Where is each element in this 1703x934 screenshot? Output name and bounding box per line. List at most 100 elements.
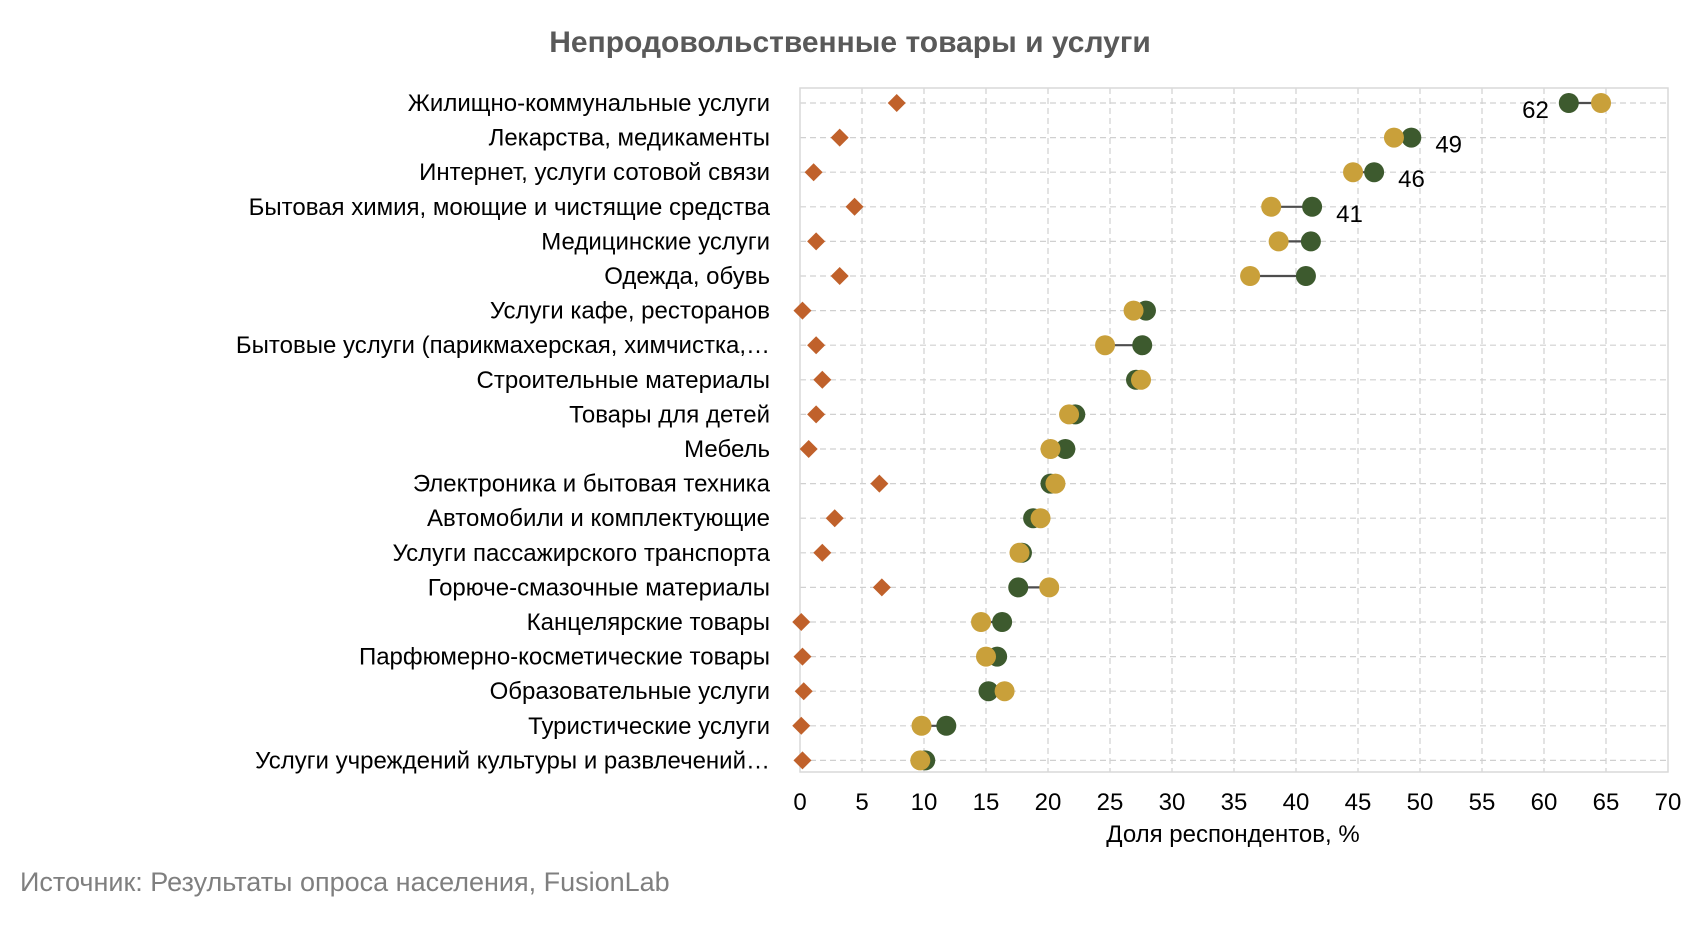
x-tick-label: 15 [973,789,1000,816]
x-tick-label: 55 [1469,789,1496,816]
point-diamond [870,474,889,493]
category-label: Одежда, обувь [604,263,770,290]
category-label: Медицинские услуги [541,228,770,255]
point-gold [910,750,931,771]
category-label: Электроника и бытовая техника [413,471,771,498]
point-dark-green [1055,439,1076,459]
point-dark-green [936,715,957,736]
category-label: Услуги пассажирского транспорта [392,540,770,567]
point-diamond [792,613,811,631]
data-label: 41 [1336,201,1363,228]
point-dark-green [1401,127,1422,148]
point-dark-green [1302,196,1323,217]
point-gold [994,681,1015,702]
point-diamond [807,405,826,424]
x-tick-label: 60 [1531,789,1558,816]
category-label: Образовательные услуги [490,678,770,705]
category-label: Строительные материалы [477,367,770,394]
point-diamond [807,232,826,251]
point-gold [1261,196,1282,217]
x-tick-labels: 0 5 10 15 20 25 30 35 40 45 50 55 60 65 70 [793,789,1681,816]
point-gold [1383,127,1404,148]
x-tick-label: 30 [1159,789,1186,816]
point-dark-green [1008,577,1029,598]
point-dark-green [992,612,1013,632]
category-label: Услуги учреждений культуры и развлечений… [255,747,770,774]
point-diamond [792,716,811,735]
point-diamond [887,94,906,112]
data-label: 46 [1398,166,1425,193]
point-diamond [825,509,844,528]
point-dark-green [1364,162,1385,183]
point-diamond [799,440,818,458]
grid [800,88,1668,772]
category-label: Автомобили и комплектующие [427,505,770,532]
x-tick-label: 10 [911,789,938,816]
point-gold [1059,404,1080,425]
x-tick-label: 35 [1221,789,1248,816]
point-gold [1240,266,1261,286]
category-labels: Жилищно-коммунальные услуги Лекарства, ме… [236,90,771,774]
point-gold [976,646,996,667]
point-dark-green [978,681,999,702]
point-gold [1039,577,1060,598]
point-dark-green [1300,231,1321,252]
x-axis-label: Доля респондентов, % [1106,821,1359,848]
x-tick-label: 20 [1035,789,1062,816]
category-label: Горюче-смазочные материалы [428,574,770,601]
x-tick-label: 40 [1283,789,1310,816]
x-tick-label: 0 [793,789,806,816]
x-tick-label: 45 [1345,789,1372,816]
category-label: Лекарства, медикаменты [489,125,770,152]
category-label: Услуги кафе, ресторанов [490,298,770,325]
point-diamond [807,336,826,355]
point-gold [1131,369,1151,390]
point-diamond [813,543,832,562]
point-diamond [794,682,813,701]
category-label: Интернет, услуги сотовой связи [419,159,770,186]
point-diamond [830,128,849,147]
x-tick-label: 65 [1593,789,1620,816]
data-points: 62 49 46 41 [792,93,1612,771]
point-diamond [813,370,832,389]
point-diamond [804,163,823,182]
point-dark-green [1132,335,1153,356]
chart-title: Непродовольственные товары и услуги [549,26,1151,59]
category-label: Бытовая химия, моющие и чистящие средств… [249,194,771,221]
point-gold [1095,335,1116,356]
point-gold [971,612,992,632]
point-gold [1040,439,1061,459]
x-tick-label: 25 [1097,789,1124,816]
point-gold [1591,93,1612,113]
point-gold [1268,231,1289,252]
data-label: 62 [1522,97,1549,124]
source-note: Источник: Результаты опроса населения, F… [20,867,670,897]
point-dark-green [1558,93,1579,113]
category-label: Жилищно-коммунальные услуги [408,90,770,117]
point-gold [1343,162,1364,183]
point-gold [911,715,932,736]
x-tick-label: 50 [1407,789,1434,816]
x-tick-label: 70 [1655,789,1682,816]
point-gold [1009,542,1030,563]
category-label: Товары для детей [569,401,770,428]
category-label: Мебель [684,436,770,463]
point-diamond [845,197,864,216]
category-label: Бытовые услуги (парикмахерская, химчистк… [236,332,770,359]
x-tick-label: 5 [855,789,868,816]
point-dark-green [1295,266,1316,286]
point-diamond [793,301,812,320]
point-gold [1123,300,1144,321]
point-gold [1030,508,1051,529]
category-label: Туристические услуги [528,713,770,740]
point-diamond [872,578,891,597]
plot-area [799,87,1669,773]
point-diamond [830,267,849,285]
category-label: Парфюмерно-косметические товары [359,644,770,671]
point-gold [1045,473,1066,494]
data-label: 49 [1435,132,1462,159]
category-label: Канцелярские товары [527,609,770,636]
point-diamond [793,751,812,770]
point-diamond [793,647,812,666]
